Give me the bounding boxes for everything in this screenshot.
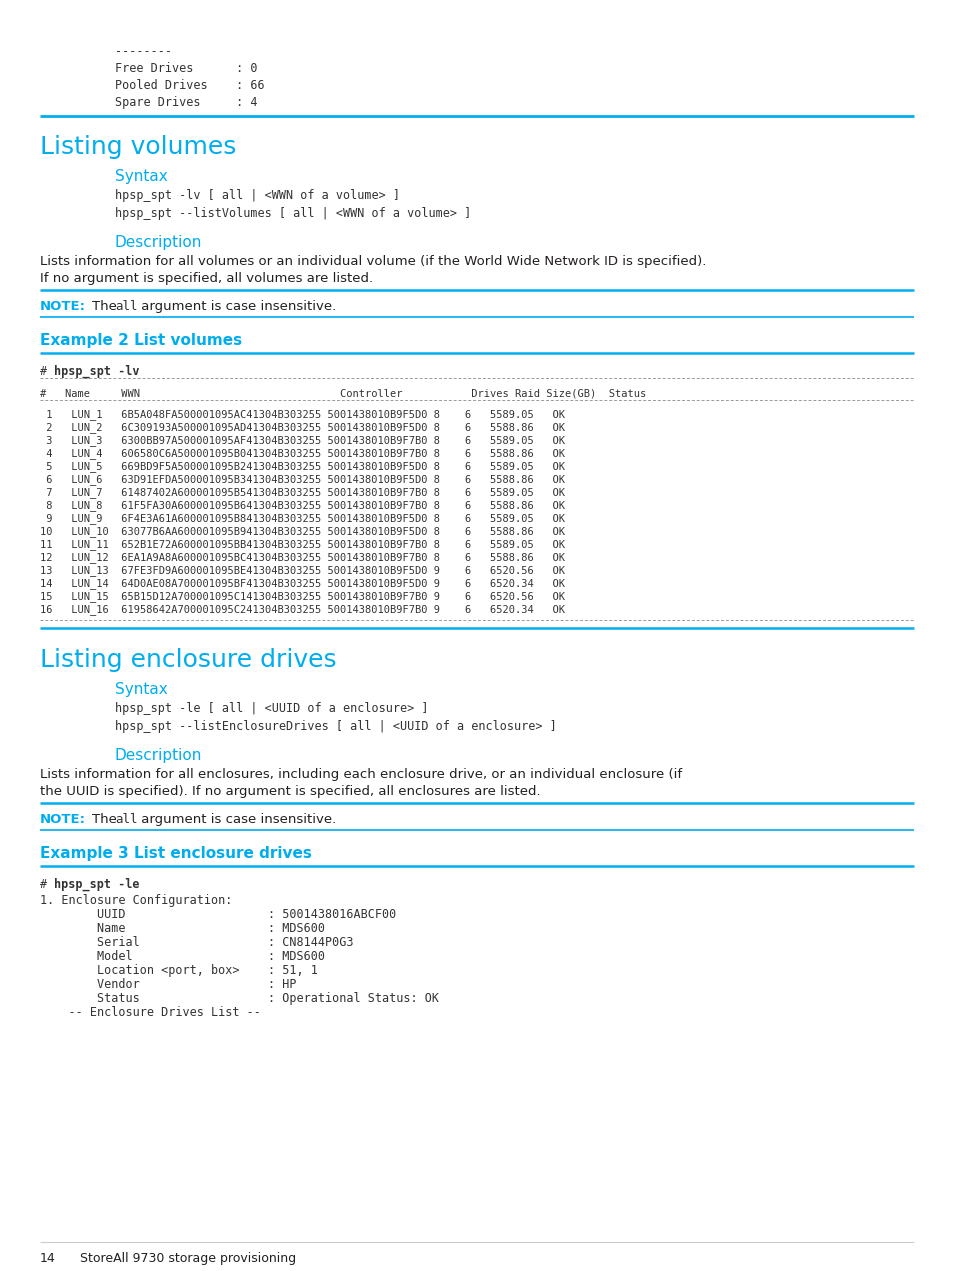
Text: 2   LUN_2   6C309193A500001095AD41304B303255 5001438010B9F5D0 8    6   5588.86  : 2 LUN_2 6C309193A500001095AD41304B303255… <box>40 422 564 433</box>
Text: 11   LUN_11  652B1E72A600001095BB41304B303255 5001438010B9F7B0 8    6   5589.05 : 11 LUN_11 652B1E72A600001095BB41304B3032… <box>40 539 564 550</box>
Text: Lists information for all enclosures, including each enclosure drive, or an indi: Lists information for all enclosures, in… <box>40 768 681 780</box>
Text: 7   LUN_7   61487402A600001095B541304B303255 5001438010B9F7B0 8    6   5589.05  : 7 LUN_7 61487402A600001095B541304B303255… <box>40 487 564 498</box>
Text: 9   LUN_9   6F4E3A61A600001095B841304B303255 5001438010B9F5D0 8    6   5589.05  : 9 LUN_9 6F4E3A61A600001095B841304B303255… <box>40 513 564 524</box>
Text: Listing enclosure drives: Listing enclosure drives <box>40 648 336 672</box>
Text: Example 3 List enclosure drives: Example 3 List enclosure drives <box>40 846 312 860</box>
Text: 14: 14 <box>40 1252 55 1265</box>
Text: 10   LUN_10  63077B6AA600001095B941304B303255 5001438010B9F5D0 8    6   5588.86 : 10 LUN_10 63077B6AA600001095B941304B3032… <box>40 526 564 536</box>
Text: StoreAll 9730 storage provisioning: StoreAll 9730 storage provisioning <box>80 1252 295 1265</box>
Text: Description: Description <box>115 235 202 250</box>
Text: 4   LUN_4   606580C6A500001095B041304B303255 5001438010B9F7B0 8    6   5588.86  : 4 LUN_4 606580C6A500001095B041304B303255… <box>40 447 564 459</box>
Text: NOTE:: NOTE: <box>40 300 86 313</box>
Text: Status                  : Operational Status: OK: Status : Operational Status: OK <box>40 991 438 1005</box>
Text: Syntax: Syntax <box>115 169 168 184</box>
Text: #: # <box>40 878 54 891</box>
Text: --------: -------- <box>115 44 172 58</box>
Text: Serial                  : CN8144P0G3: Serial : CN8144P0G3 <box>40 935 354 949</box>
Text: hpsp_spt --listEnclosureDrives [ all | <UUID of a enclosure> ]: hpsp_spt --listEnclosureDrives [ all | <… <box>115 719 557 733</box>
Text: hpsp_spt -lv: hpsp_spt -lv <box>54 365 139 379</box>
Text: 3   LUN_3   6300BB97A500001095AF41304B303255 5001438010B9F7B0 8    6   5589.05  : 3 LUN_3 6300BB97A500001095AF41304B303255… <box>40 435 564 446</box>
Text: 1   LUN_1   6B5A048FA500001095AC41304B303255 5001438010B9F5D0 8    6   5589.05  : 1 LUN_1 6B5A048FA500001095AC41304B303255… <box>40 409 564 419</box>
Text: 15   LUN_15  65B15D12A700001095C141304B303255 5001438010B9F7B0 9    6   6520.56 : 15 LUN_15 65B15D12A700001095C141304B3032… <box>40 591 564 602</box>
Text: Lists information for all volumes or an individual volume (if the World Wide Net: Lists information for all volumes or an … <box>40 255 705 268</box>
Text: Description: Description <box>115 749 202 763</box>
Text: 6   LUN_6   63D91EFDA500001095B341304B303255 5001438010B9F5D0 8    6   5588.86  : 6 LUN_6 63D91EFDA500001095B341304B303255… <box>40 474 564 486</box>
Text: 16   LUN_16  61958642A700001095C241304B303255 5001438010B9F7B0 9    6   6520.34 : 16 LUN_16 61958642A700001095C241304B3032… <box>40 604 564 615</box>
Text: 13   LUN_13  67FE3FD9A600001095BE41304B303255 5001438010B9F5D0 9    6   6520.56 : 13 LUN_13 67FE3FD9A600001095BE41304B3032… <box>40 566 564 576</box>
Text: Pooled Drives    : 66: Pooled Drives : 66 <box>115 79 264 92</box>
Text: hpsp_spt -le [ all | <UUID of a enclosure> ]: hpsp_spt -le [ all | <UUID of a enclosur… <box>115 702 428 716</box>
Text: Spare Drives     : 4: Spare Drives : 4 <box>115 97 257 109</box>
Text: Syntax: Syntax <box>115 683 168 697</box>
Text: argument is case insensitive.: argument is case insensitive. <box>137 300 335 313</box>
Text: The: The <box>91 813 121 826</box>
Text: 14   LUN_14  64D0AE08A700001095BF41304B303255 5001438010B9F5D0 9    6   6520.34 : 14 LUN_14 64D0AE08A700001095BF41304B3032… <box>40 578 564 588</box>
Text: If no argument is specified, all volumes are listed.: If no argument is specified, all volumes… <box>40 272 373 285</box>
Text: Vendor                  : HP: Vendor : HP <box>40 977 296 991</box>
Text: all: all <box>115 300 137 313</box>
Text: hpsp_spt -le: hpsp_spt -le <box>54 878 139 891</box>
Text: Location <port, box>    : 51, 1: Location <port, box> : 51, 1 <box>40 963 317 977</box>
Text: #   Name     WWN                                Controller           Drives Raid: # Name WWN Controller Drives Raid <box>40 389 645 399</box>
Text: Free Drives      : 0: Free Drives : 0 <box>115 62 257 75</box>
Text: Name                    : MDS600: Name : MDS600 <box>40 921 325 935</box>
Text: UUID                    : 5001438016ABCF00: UUID : 5001438016ABCF00 <box>40 907 395 921</box>
Text: the UUID is specified). If no argument is specified, all enclosures are listed.: the UUID is specified). If no argument i… <box>40 785 540 798</box>
Text: argument is case insensitive.: argument is case insensitive. <box>137 813 335 826</box>
Text: all: all <box>115 813 137 826</box>
Text: hpsp_spt --listVolumes [ all | <WWN of a volume> ]: hpsp_spt --listVolumes [ all | <WWN of a… <box>115 207 471 220</box>
Text: 8   LUN_8   61F5FA30A600001095B641304B303255 5001438010B9F7B0 8    6   5588.86  : 8 LUN_8 61F5FA30A600001095B641304B303255… <box>40 500 564 511</box>
Text: NOTE:: NOTE: <box>40 813 86 826</box>
Text: Model                   : MDS600: Model : MDS600 <box>40 949 325 963</box>
Text: Listing volumes: Listing volumes <box>40 135 236 159</box>
Text: Example 2 List volumes: Example 2 List volumes <box>40 333 242 348</box>
Text: 12   LUN_12  6EA1A9A8A600001095BC41304B303255 5001438010B9F7B0 8    6   5588.86 : 12 LUN_12 6EA1A9A8A600001095BC41304B3032… <box>40 552 564 563</box>
Text: -- Enclosure Drives List --: -- Enclosure Drives List -- <box>40 1007 260 1019</box>
Text: hpsp_spt -lv [ all | <WWN of a volume> ]: hpsp_spt -lv [ all | <WWN of a volume> ] <box>115 189 399 202</box>
Text: 1. Enclosure Configuration:: 1. Enclosure Configuration: <box>40 894 233 907</box>
Text: 5   LUN_5   669BD9F5A500001095B241304B303255 5001438010B9F5D0 8    6   5589.05  : 5 LUN_5 669BD9F5A500001095B241304B303255… <box>40 461 564 472</box>
Text: The: The <box>91 300 121 313</box>
Text: #: # <box>40 365 54 377</box>
